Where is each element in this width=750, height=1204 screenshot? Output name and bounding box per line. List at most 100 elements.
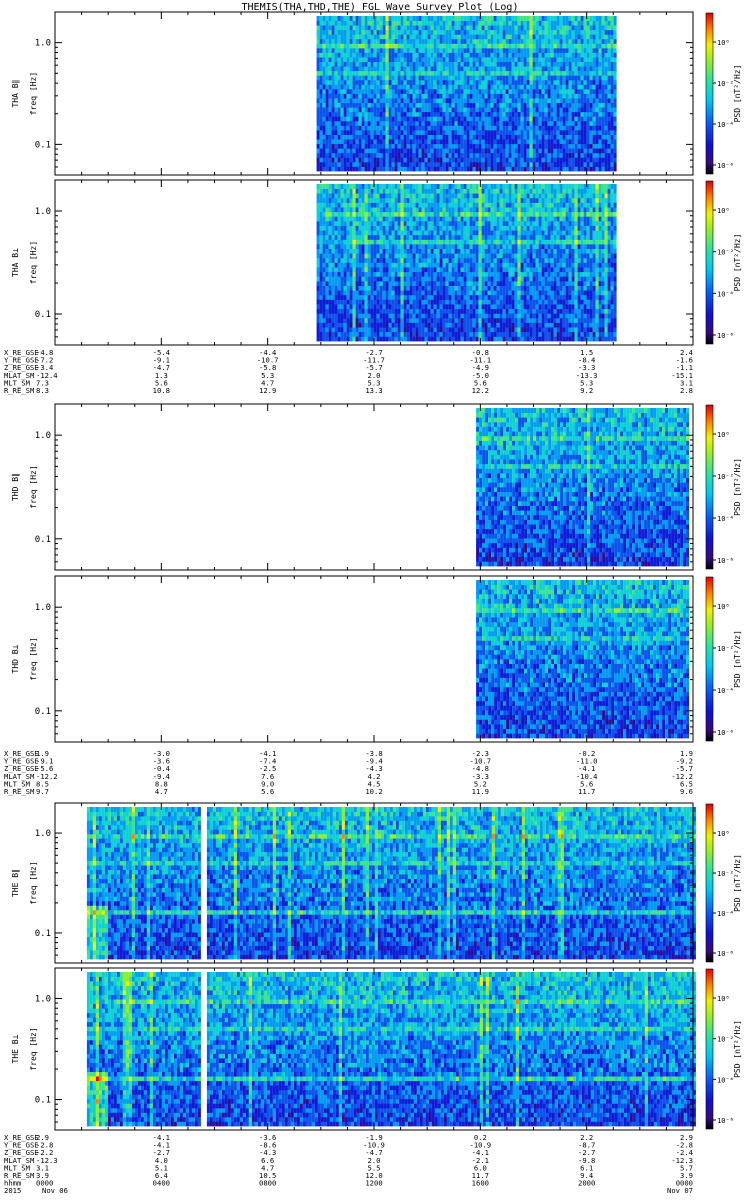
spectrogram-cell	[335, 332, 338, 337]
spectrogram-cell	[593, 25, 596, 30]
spectrogram-cell	[452, 318, 455, 323]
spectrogram-cell	[614, 71, 617, 81]
spectrogram-cell	[323, 39, 326, 44]
spectrogram-cell	[497, 75, 500, 80]
spectrogram-cell	[344, 304, 347, 318]
spectrogram-cell	[539, 16, 542, 21]
spectrogram-cell	[404, 313, 407, 327]
spectrogram-cell	[383, 258, 386, 263]
spectrogram-cell	[374, 244, 377, 258]
spectrogram-cell	[401, 189, 404, 203]
spectrogram-cell	[446, 98, 449, 103]
spectrogram-cell	[317, 157, 320, 162]
spectrogram-cell	[416, 112, 419, 117]
spectrogram-cell	[359, 263, 362, 268]
spectrogram-cell	[422, 162, 425, 172]
spectrogram-cell	[335, 207, 338, 212]
spectrogram-cell	[344, 89, 347, 94]
spectrogram-cell	[410, 89, 413, 94]
spectrogram-cell	[590, 332, 593, 342]
spectrogram-cell	[320, 103, 323, 126]
spectrogram-cell	[401, 112, 404, 117]
spectrogram-cell	[431, 94, 434, 99]
spectrogram-cell	[386, 16, 389, 21]
spectrogram-cell	[596, 244, 599, 249]
spectrogram-cell	[362, 203, 365, 217]
spectrogram-cell	[317, 39, 320, 44]
spectrogram-cell	[416, 203, 419, 208]
spectrogram-cell	[329, 253, 332, 263]
spectrogram-cell	[557, 272, 560, 277]
spectrogram-cell	[494, 226, 497, 231]
spectrogram-cell	[380, 157, 383, 171]
spectrogram-cell	[317, 57, 320, 71]
spectrogram-cell	[605, 336, 608, 341]
spectrogram-cell	[491, 125, 494, 130]
spectrogram-cell	[323, 318, 326, 323]
spectrogram-cell	[557, 53, 560, 58]
spectrogram-cell	[377, 71, 380, 76]
spectrogram-cell	[347, 309, 350, 319]
spectrogram-cell	[599, 299, 602, 304]
spectrogram-cell	[326, 216, 329, 221]
spectrogram-cell	[539, 203, 542, 208]
spectrogram-cell	[482, 89, 485, 94]
spectrogram-cell	[389, 84, 392, 89]
spectrogram-cell	[332, 323, 335, 328]
spectrogram-cell	[461, 39, 464, 44]
spectrogram-cell	[392, 327, 395, 332]
spectrogram-cell	[509, 98, 512, 103]
spectrogram-cell	[533, 244, 536, 249]
spectrogram-cell	[464, 207, 467, 212]
spectrogram-cell	[527, 230, 530, 240]
spectrogram-cell	[476, 304, 479, 309]
spectrogram-cell	[452, 327, 455, 337]
spectrogram-cell	[599, 89, 602, 94]
spectrogram-cell	[611, 295, 614, 305]
spectrogram-cell	[605, 318, 608, 328]
spectrogram-cell	[359, 125, 362, 130]
spectrogram-cell	[341, 207, 344, 212]
spectrogram-cell	[392, 144, 395, 149]
spectrogram-cell	[611, 25, 614, 30]
spectrogram-cell	[527, 332, 530, 337]
spectrogram-cell	[398, 48, 401, 53]
spectrogram-cell	[539, 75, 542, 85]
spectrogram-cell	[599, 295, 602, 300]
spectrogram-cell	[563, 193, 566, 198]
spectrogram-cell	[611, 116, 614, 130]
spectrogram-cell	[590, 258, 593, 272]
spectrogram-cell	[473, 216, 476, 221]
spectrogram-cell	[488, 323, 491, 328]
spectrogram-cell	[425, 272, 428, 282]
spectrogram-cell	[350, 139, 353, 144]
spectrogram-cell	[323, 184, 326, 189]
spectrogram-cell	[458, 189, 461, 194]
spectrogram-cell	[542, 57, 545, 67]
spectrogram-cell	[500, 80, 503, 85]
spectrogram-cell	[374, 148, 377, 153]
spectrogram-cell	[404, 207, 407, 212]
spectrogram-cell	[473, 43, 476, 48]
spectrogram-cell	[581, 272, 584, 277]
spectrogram-cell	[614, 281, 617, 286]
spectrogram-cell	[545, 258, 548, 263]
spectrogram-cell	[542, 34, 545, 39]
spectrogram-cell	[398, 16, 401, 21]
spectrogram-cell	[584, 313, 587, 318]
spectrogram-cell	[572, 286, 575, 291]
spectrogram-cell	[395, 295, 398, 309]
spectrogram-cell	[368, 30, 371, 40]
spectrogram-cell	[590, 309, 593, 319]
spectrogram-cell	[614, 157, 617, 162]
spectrogram-cell	[461, 184, 464, 189]
spectrogram-cell	[464, 304, 467, 314]
spectrogram-cell	[389, 16, 392, 21]
spectrogram-cell	[563, 62, 566, 72]
spectrogram-cell	[359, 62, 362, 72]
spectrogram-cell	[497, 309, 500, 314]
spectrogram-cell	[554, 89, 557, 121]
spectrogram-cell	[320, 323, 323, 333]
spectrogram-cell	[440, 135, 443, 140]
spectrogram-cell	[383, 198, 386, 208]
